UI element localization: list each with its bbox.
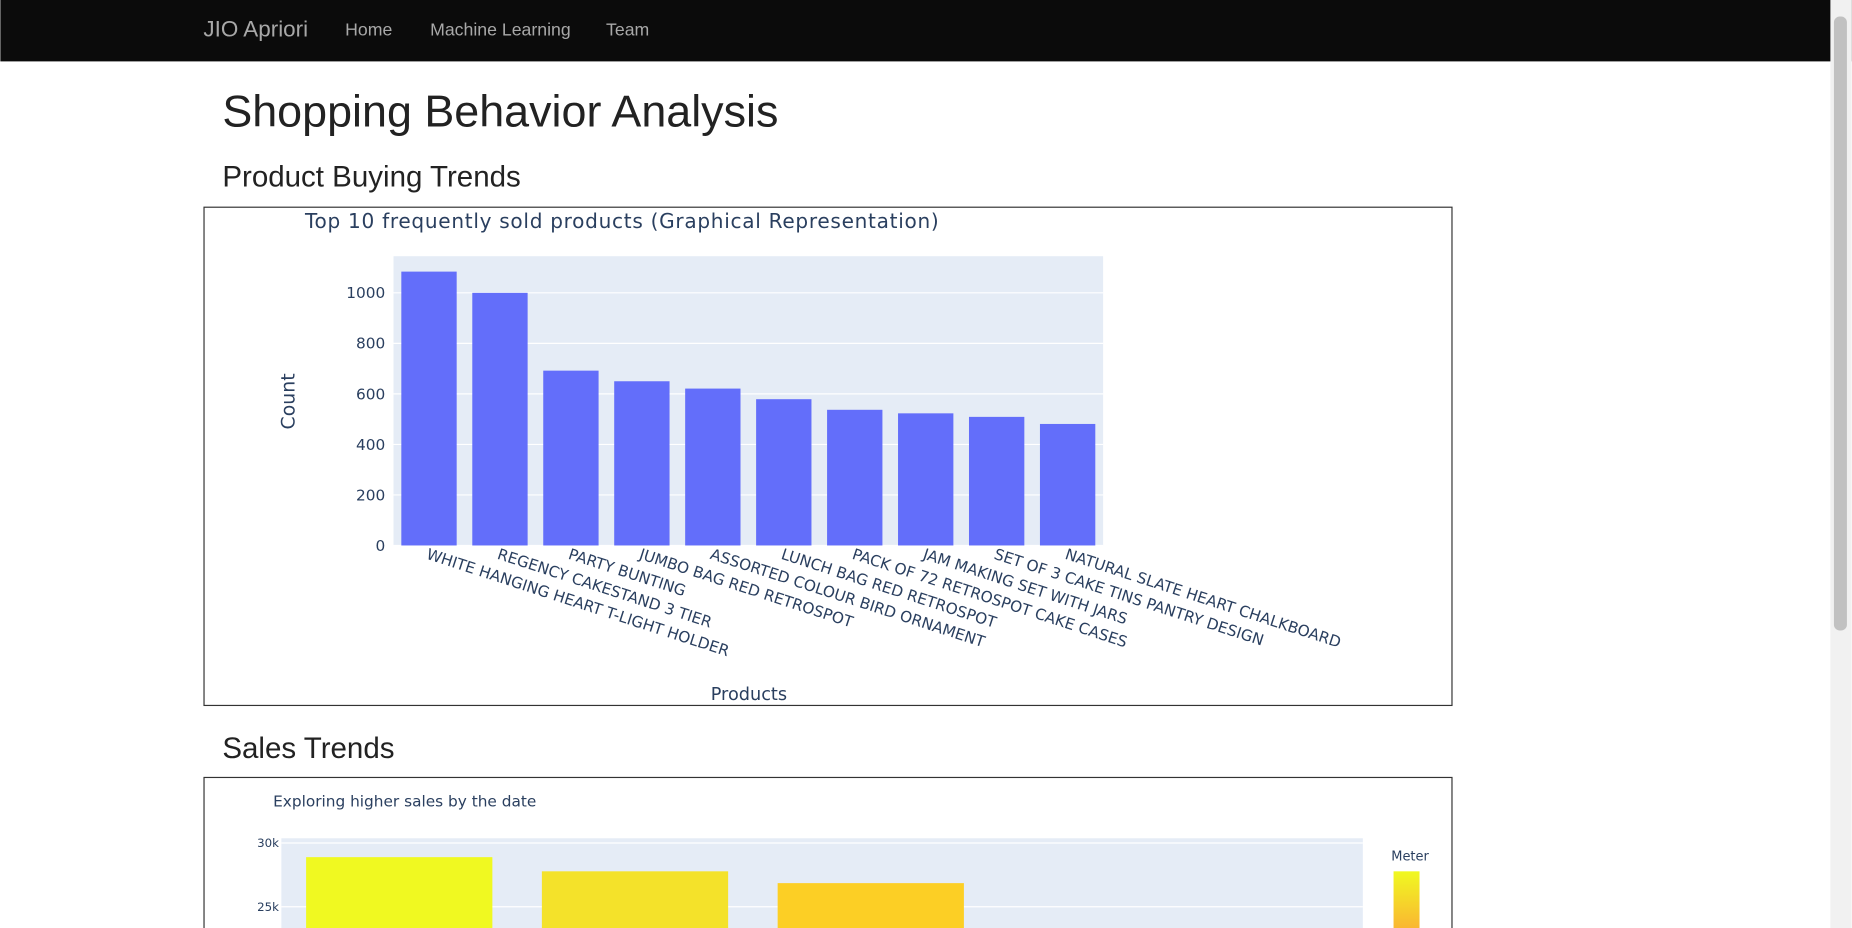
chart: Top 10 frequently sold products (Graphic…: [277, 209, 1343, 705]
bar: [306, 857, 493, 928]
bar: [898, 413, 954, 546]
y-axis-label: Count: [277, 373, 299, 429]
y-tick-label: 600: [356, 385, 385, 403]
chart-title: Top 10 frequently sold products (Graphic…: [304, 209, 939, 233]
bar: [777, 883, 964, 928]
colorbar: [1393, 871, 1420, 928]
scrollbar-thumb[interactable]: [1833, 16, 1847, 631]
bar: [827, 409, 883, 546]
section-title: Product Buying Trends: [222, 161, 520, 194]
y-tick-label: 200: [356, 486, 385, 504]
section-title: Sales Trends: [222, 732, 394, 765]
bar: [614, 381, 670, 546]
bar: [756, 399, 812, 546]
bar: [1039, 423, 1096, 546]
bar: [685, 388, 741, 546]
bar: [968, 416, 1025, 546]
colorbar-title: Meter: [1391, 850, 1429, 865]
bar: [401, 271, 457, 546]
y-tick-label: 25k: [257, 900, 279, 914]
chart-title: Exploring higher sales by the date: [273, 792, 536, 810]
chart: Exploring higher sales by the date Meter…: [257, 792, 1430, 928]
nav-link[interactable]: Machine Learning: [430, 19, 571, 39]
y-tick-label: 800: [356, 335, 385, 353]
nav-link[interactable]: Team: [606, 19, 649, 39]
bar: [541, 871, 729, 928]
y-tick-label: 400: [356, 436, 385, 454]
y-tick-label: 0: [375, 537, 385, 555]
nav-link[interactable]: Home: [345, 19, 392, 39]
y-tick-label: 1000: [346, 284, 385, 302]
navbar: [0, 0, 1852, 62]
x-axis-label: Products: [711, 685, 787, 705]
bar: [472, 292, 528, 546]
page-title: Shopping Behavior Analysis: [222, 85, 778, 136]
bar: [543, 370, 599, 546]
y-tick-label: 30k: [257, 836, 279, 850]
brand[interactable]: JIO Apriori: [203, 17, 308, 42]
